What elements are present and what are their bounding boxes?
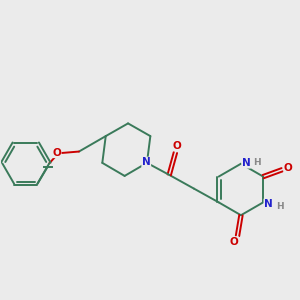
Text: O: O <box>173 141 182 151</box>
Text: N: N <box>264 199 273 209</box>
Text: O: O <box>284 163 293 173</box>
Text: O: O <box>52 148 61 158</box>
Text: H: H <box>254 158 261 166</box>
Text: N: N <box>242 158 250 168</box>
Text: O: O <box>230 237 239 247</box>
Text: H: H <box>276 202 284 211</box>
Text: N: N <box>142 157 151 167</box>
